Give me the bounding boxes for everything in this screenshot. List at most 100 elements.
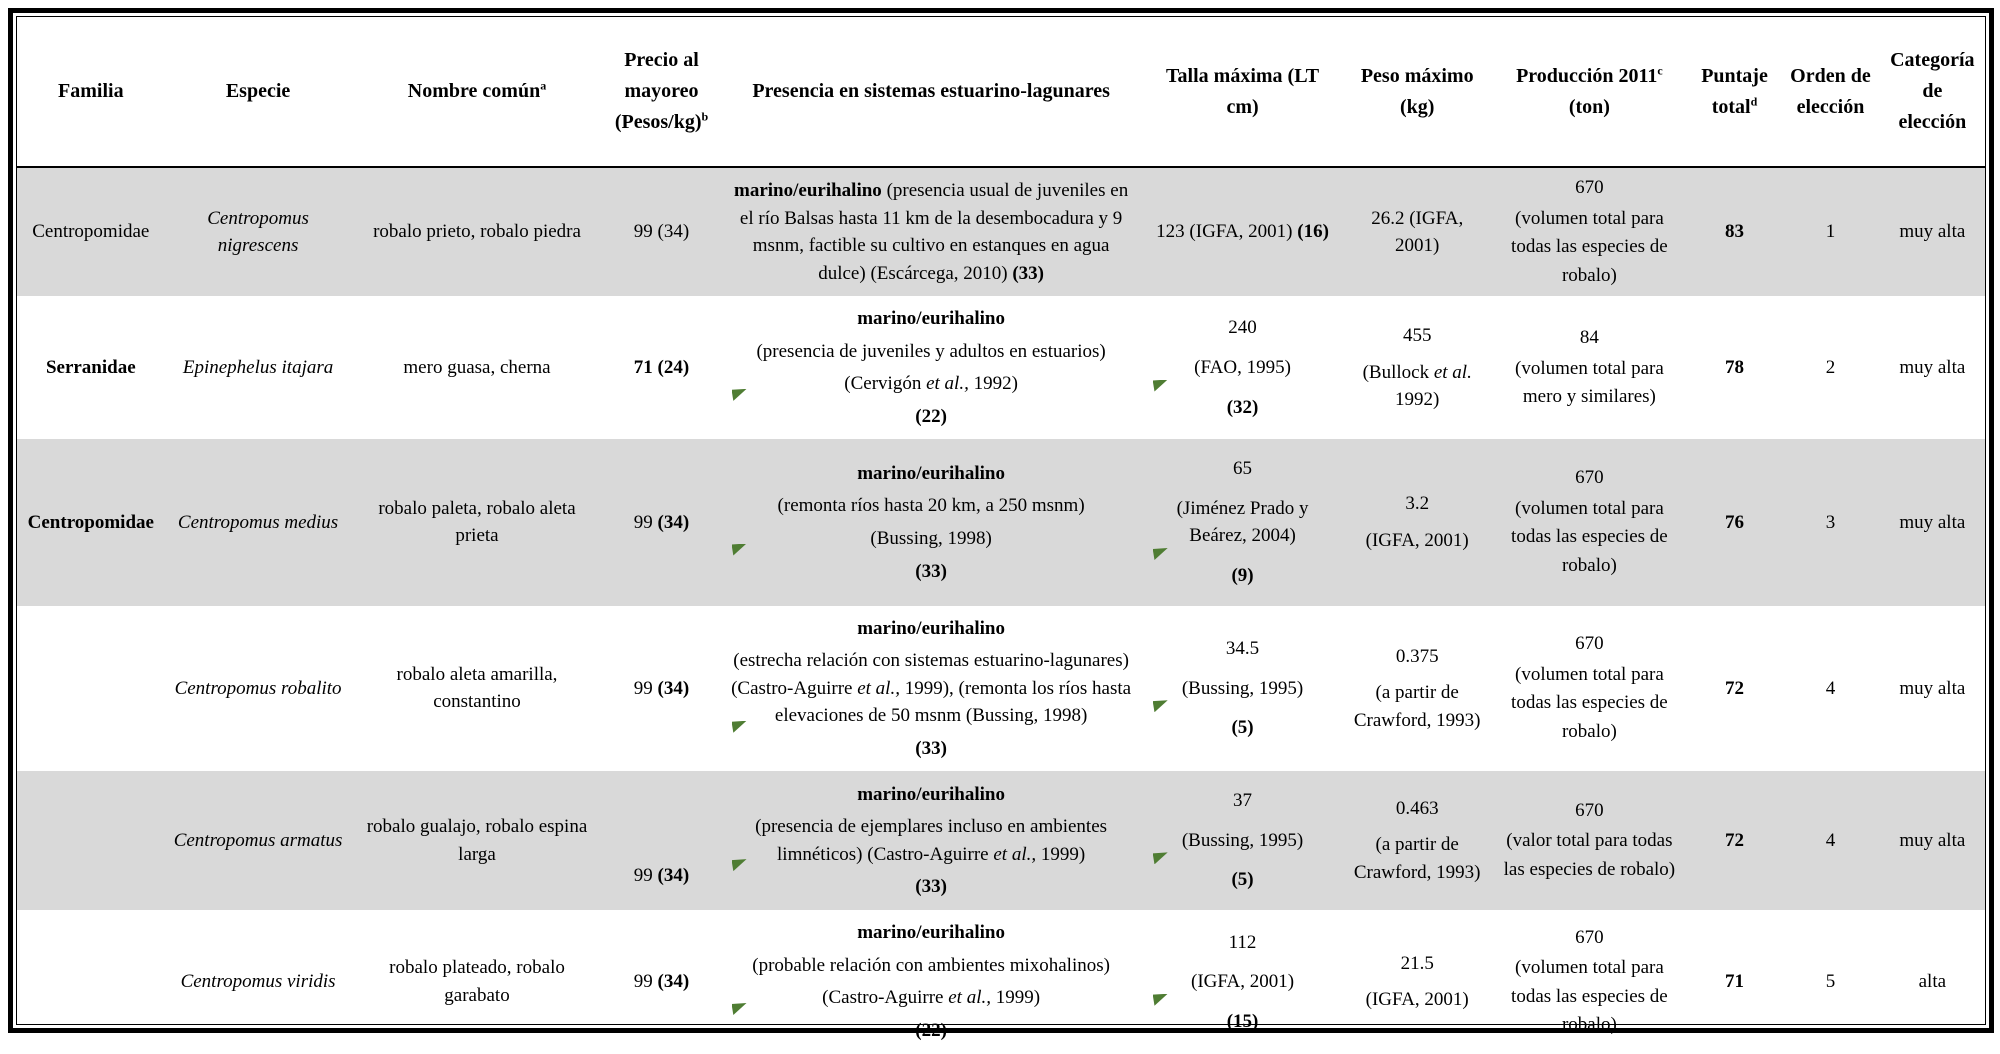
cell-presencia: marino/eurihalino (presencia usual de ju… (721, 167, 1142, 296)
cell-line: (IGFA, 2001) (1365, 989, 1469, 1011)
cell-line: (22) (729, 1002, 1134, 1045)
cell-line: (estrecha relación con sistemas estuarin… (731, 650, 1132, 727)
cell-orden: 4 (1781, 771, 1879, 910)
cell-line: (volumen total para todas las especies d… (1511, 957, 1668, 1036)
cell-peso: 26.2 (IGFA, 2001) (1343, 167, 1491, 296)
cell-line: (Bullock et al. 1992) (1362, 361, 1472, 411)
table-row: Centropomus viridis robalo plateado, roba… (17, 910, 1985, 1054)
cell-line: (volumen total para todas las especies d… (1511, 663, 1668, 742)
cell-nombre: robalo paleta, robalo aleta prieta (352, 439, 603, 605)
cell-line: muy alta (1899, 677, 1966, 699)
cell-precio: 99 (34) (602, 167, 720, 296)
cell-line: (Bussing, 1995) (1181, 829, 1304, 851)
cell-line: 240 (1228, 317, 1257, 339)
table-header-row: Familia Especie Nombre comúna Precio al may… (17, 17, 1985, 168)
cell-line: Centropomus armatus (173, 829, 343, 851)
cell-line: Centropomus viridis (180, 971, 336, 993)
table-header: Familia Especie Nombre comúna Precio al may… (17, 17, 1985, 168)
cell-puntaje: 72 (1688, 606, 1781, 772)
comment-marker-icon (1152, 852, 1168, 865)
cell-line: 0.463 (1395, 797, 1439, 819)
col-header-orden: Orden de elección (1781, 17, 1880, 168)
table-row: Serranidae Epinephelus itajara mero guasa,… (17, 296, 1985, 439)
cell-line: (volumen total para mero y similares) (1515, 357, 1664, 408)
cell-familia (17, 606, 165, 772)
cell-orden: 5 (1781, 910, 1879, 1054)
cell-precio: 99 (34) (602, 771, 720, 910)
cell-line: robalo prieto, robalo piedra (373, 221, 581, 243)
cell-puntaje: 76 (1688, 439, 1781, 605)
cell-line: 3.2 (1405, 493, 1430, 515)
cell-familia (17, 910, 165, 1054)
cell-especie: Centropomus armatus (165, 771, 352, 910)
cell-line: muy alta (1899, 511, 1966, 533)
cell-line: (remonta ríos hasta 20 km, a 250 msnm) (777, 495, 1085, 517)
cell-line: Epinephelus itajara (182, 357, 334, 378)
cell-talla: 37 (Bussing, 1995) (5) (1142, 771, 1344, 910)
cell-line: (Bussing, 1995) (1181, 677, 1304, 699)
cell-line: (valor total para todas las especies de … (1503, 830, 1676, 880)
cell-line: marino/eurihalino (presencia usual de ju… (734, 180, 1129, 284)
cell-presencia: marino/eurihalino (probable relación con … (721, 910, 1142, 1054)
cell-familia: Centropomidae (17, 439, 165, 605)
cell-line: (9) (1150, 548, 1336, 590)
cell-line: 99 (34) (633, 221, 690, 243)
cell-line: 83 (1725, 221, 1745, 243)
col-header-puntaje: Puntaje totald (1687, 17, 1782, 168)
cell-line: Centropomus nigrescens (207, 207, 309, 257)
cell-categoria: muy alta (1880, 439, 1985, 605)
cell-line: 72 (1725, 677, 1745, 699)
cell-produccion: 670 (volumen total para todas las especie… (1491, 606, 1688, 772)
cell-line: 99 (34) (633, 511, 690, 533)
col-header-talla: Talla máxima (LT cm) (1141, 17, 1344, 168)
cell-nombre: robalo aleta amarilla, constantino (352, 606, 603, 772)
cell-line: (5) (1150, 700, 1336, 742)
col-header-precio: Precio al mayoreo (Pesos/kg)b (602, 17, 721, 168)
cell-line: marino/eurihalino (857, 783, 1005, 805)
cell-presencia: marino/eurihalino (presencia de juveniles… (721, 296, 1142, 439)
cell-line: (a partir de Crawford, 1993) (1353, 682, 1481, 731)
cell-line: 1 (1825, 221, 1836, 243)
table-row: Centropomus robalito robalo aleta amarill… (17, 606, 1985, 772)
cell-line: (33) (729, 543, 1134, 586)
cell-precio: 99 (34) (602, 606, 720, 772)
cell-line: (probable relación con ambientes mixohal… (752, 954, 1110, 976)
cell-line: (22) (729, 388, 1134, 431)
cell-line: (IGFA, 2001) (1191, 971, 1295, 993)
cell-orden: 2 (1781, 296, 1879, 439)
cell-line: marino/eurihalino (857, 922, 1005, 944)
cell-especie: Centropomus medius (165, 439, 352, 605)
cell-especie: Centropomus viridis (165, 910, 352, 1054)
cell-line: (IGFA, 2001) (1365, 529, 1469, 551)
cell-nombre: robalo prieto, robalo piedra (352, 167, 603, 296)
table-row: Centropomus armatus robalo gualajo, robal… (17, 771, 1985, 910)
cell-puntaje: 71 (1688, 910, 1781, 1054)
cell-precio: 71 (24) (602, 296, 720, 439)
cell-line: robalo plateado, robalo garabato (389, 957, 565, 1006)
cell-line: (Cervigón et al., 1992) (844, 373, 1018, 395)
cell-precio: 99 (34) (602, 439, 720, 605)
cell-line: Centropomus medius (177, 511, 339, 533)
col-header-categoria: Categoría de elección (1879, 17, 1985, 168)
col-header-especie: Especie (164, 17, 352, 168)
cell-line: (33) (729, 720, 1134, 763)
cell-presencia: marino/eurihalino (remonta ríos hasta 20 … (721, 439, 1142, 605)
cell-line: 84 (1579, 327, 1599, 349)
cell-line: (15) (1150, 993, 1336, 1036)
cell-line: marino/eurihalino (857, 617, 1005, 639)
cell-line: alta (1918, 971, 1947, 993)
cell-peso: 21.5 (IGFA, 2001) (1343, 910, 1491, 1054)
cell-line: (32) (1150, 379, 1336, 422)
cell-puntaje: 78 (1688, 296, 1781, 439)
cell-line: (Jiménez Prado y Beárez, 2004) (1176, 497, 1309, 547)
cell-puntaje: 83 (1688, 167, 1781, 296)
cell-talla: 240 (FAO, 1995) (32) (1142, 296, 1344, 439)
cell-line: 76 (1725, 511, 1745, 533)
col-header-familia: Familia (17, 17, 165, 168)
cell-especie: Centropomus robalito (165, 606, 352, 772)
cell-precio: 99 (34) (602, 910, 720, 1054)
cell-nombre: robalo plateado, robalo garabato (352, 910, 603, 1054)
cell-line: mero guasa, cherna (403, 357, 551, 378)
cell-line: (volumen total para todas las especies d… (1511, 497, 1668, 576)
